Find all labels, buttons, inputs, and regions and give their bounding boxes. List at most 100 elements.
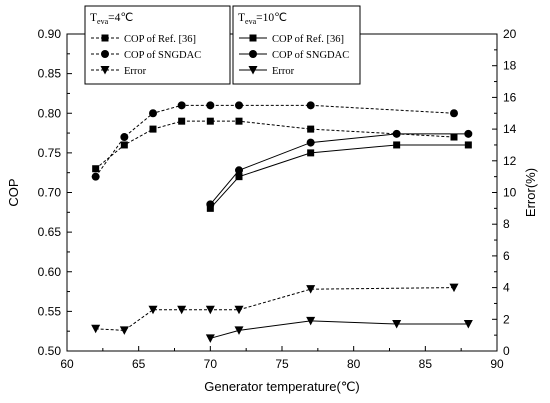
data-point-1-1-1 [92,165,100,173]
series-line-1-1 [95,120,455,170]
legend-marker-3 [100,66,110,75]
data-point-1-3-7 [306,285,316,294]
data-point-1-2-7 [306,101,315,110]
y-right-tick-label: 20 [503,27,517,41]
data-point-1-3-1 [91,324,101,334]
legend-2: Teva=10℃ COP of Ref. [36] COP of SNGDAC Err… [232,5,361,85]
y-right-tick-label: 0 [503,344,510,358]
data-point-1-3-4 [177,305,187,315]
data-point-1-3-6 [234,305,244,315]
data-point-2-1-2 [235,173,243,181]
data-point-1-3-5 [205,305,215,315]
data-point-2-1-3 [307,149,315,157]
data-point-1-3-2 [119,326,129,335]
x-tick-label: 60 [60,357,74,371]
data-point-1-3-3 [148,305,158,315]
legend-title-main: T [90,12,97,24]
series-line-1-2 [95,104,455,177]
data-point-1-2-4 [177,101,186,110]
data-point-2-1-4 [393,141,401,149]
data-point-1-2-6 [235,101,243,110]
y-right-tick-label: 16 [503,90,517,104]
legend-label-1: COP of Ref. [36] [272,34,344,45]
legend-title: Teva=4℃ [90,12,133,26]
legend-marker-3 [248,66,258,75]
y-right-tick-label: 6 [503,249,510,263]
data-point-2-3-3 [306,316,316,326]
data-point-1-2-8 [450,109,458,118]
legend-title-sub: eva [97,17,109,26]
x-tick-label: 85 [419,357,433,371]
x-tick-label: 70 [204,357,218,371]
legend-title-sub: eva [245,17,257,26]
y-right-tick-label: 8 [503,217,510,231]
data-point-2-2-5 [464,129,473,138]
legend-label-2: COP of SNGDAC [272,50,349,61]
legend-title-value: =4℃ [108,12,133,24]
data-point-1-1-7 [307,125,315,133]
legend-marker-1 [101,34,109,42]
data-point-2-2-1 [206,200,215,209]
legend-title-main: T [238,12,245,24]
legend-label-3: Error [272,66,295,77]
data-point-1-3-8 [449,283,459,293]
legend-marker-1 [249,34,257,42]
data-point-1-1-2 [120,141,128,149]
y-left-tick-label: 0.75 [38,146,62,160]
data-point-2-3-1 [205,334,215,343]
data-point-1-1-4 [178,117,186,125]
legend-box [84,5,231,85]
data-point-2-3-4 [392,320,402,329]
y-right-tick-label: 14 [503,122,517,136]
data-point-1-1-5 [206,117,214,125]
y-right-tick-label: 2 [503,312,510,326]
series-line-2-3 [210,320,469,339]
legend-title-value: =10℃ [256,12,287,24]
data-point-2-2-4 [392,129,401,138]
legend-label-1: COP of Ref. [36] [124,34,196,45]
x-axis-title: Generator temperature(℃) [204,379,360,394]
series-line-2-1 [209,144,469,209]
y-right-tick-label: 10 [503,186,517,200]
data-point-2-2-2 [235,166,243,175]
data-point-1-1-6 [235,117,243,125]
x-tick-label: 80 [347,357,361,371]
data-point-1-1-8 [450,133,458,141]
y-left-tick-label: 0.55 [38,304,62,318]
data-point-1-2-5 [206,101,215,110]
legend-title: Teva=10℃ [238,12,287,26]
x-tick-label: 90 [490,357,504,371]
axes: 60 65 70 75 80 85 900.500.550.600.650.700.750.… [6,27,538,394]
y-right-tick-label: 4 [503,281,510,295]
legend-1: Teva=4℃ COP of Ref. [36] COP of SNGDAC Erro… [84,5,231,85]
legend-marker-2 [101,50,109,58]
y-left-tick-label: 0.65 [38,225,62,239]
legend-marker-2 [249,50,257,58]
y-right-axis-title: Error(%) [523,168,538,217]
y-left-tick-label: 0.85 [38,67,62,81]
y-left-tick-label: 0.50 [38,344,62,358]
y-right-tick-label: 18 [503,59,517,73]
y-left-tick-label: 0.80 [38,106,62,120]
x-tick-label: 75 [275,357,289,371]
series-line-2-2 [209,133,469,205]
data-point-1-1-3 [149,125,157,133]
data-point-2-2-3 [306,138,315,147]
y-right-tick-label: 12 [503,154,517,168]
y-left-tick-label: 0.70 [38,186,62,200]
data-point-2-3-5 [463,320,473,329]
data-point-2-3-2 [234,326,244,335]
legend-label-3: Error [124,66,147,77]
data-point-1-2-3 [149,109,157,118]
x-tick-label: 65 [132,357,146,371]
plot-area [91,101,473,343]
data-point-1-2-1 [91,172,100,181]
y-left-axis-title: COP [6,178,21,206]
series-line-1-3 [95,287,455,331]
legend-label-2: COP of SNGDAC [124,50,201,61]
y-left-tick-label: 0.60 [38,265,62,279]
y-left-tick-label: 0.90 [38,27,62,41]
data-point-2-1-5 [464,141,472,149]
